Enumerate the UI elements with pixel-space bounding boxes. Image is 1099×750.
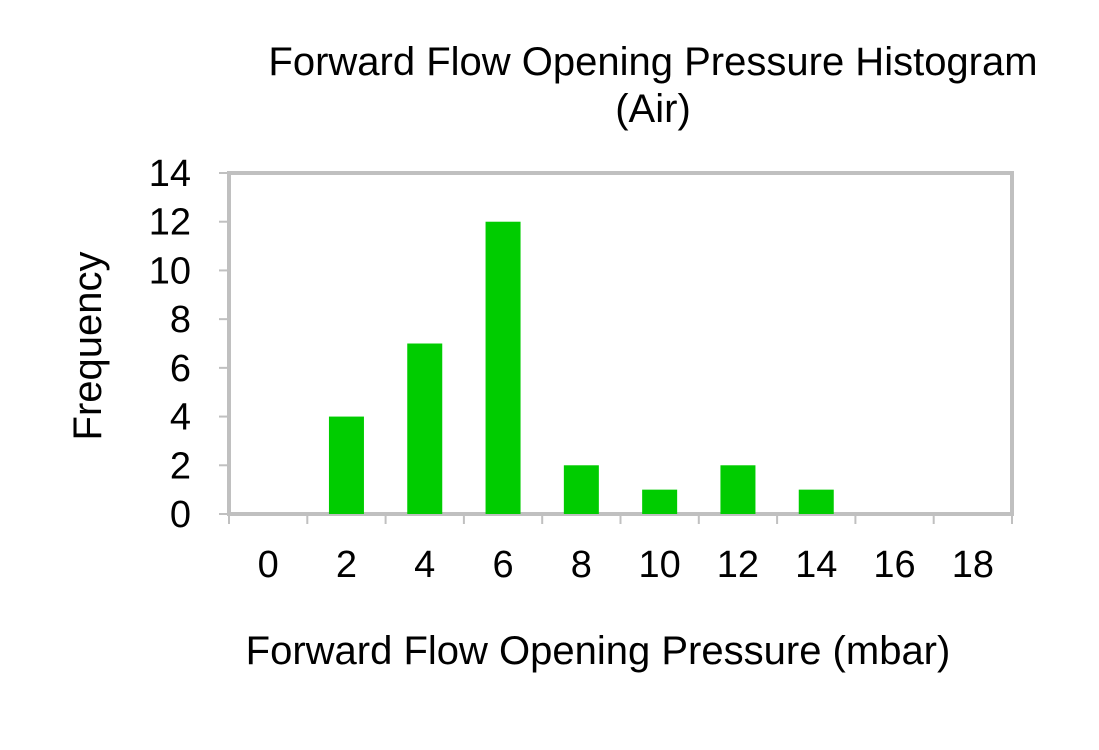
bar-4 [407, 343, 443, 514]
y-tick-label: 6 [170, 348, 191, 390]
y-tick-label: 10 [149, 250, 191, 292]
x-tick-label: 16 [873, 544, 915, 586]
bars [328, 221, 834, 514]
x-tick-label: 12 [717, 544, 759, 586]
x-tick-label: 4 [414, 544, 435, 586]
bar-12 [720, 465, 756, 514]
bar-8 [563, 465, 599, 514]
x-tick-label: 8 [571, 544, 592, 586]
y-tick-label: 8 [170, 299, 191, 341]
x-tick-label: 18 [952, 544, 994, 586]
bar-6 [485, 221, 521, 514]
x-tick-label: 2 [336, 544, 357, 586]
x-tick-label: 14 [795, 544, 837, 586]
chart-subtitle: (Air) [615, 87, 691, 131]
x-tick-label: 6 [492, 544, 513, 586]
x-tick-label: 0 [258, 544, 279, 586]
bar-2 [328, 416, 364, 514]
bar-14 [798, 489, 834, 514]
y-tick-label: 0 [170, 494, 191, 536]
y-tick-label: 14 [149, 153, 191, 195]
y-tick-label: 2 [170, 445, 191, 487]
y-axis-ticks: 0 2 4 6 8 10 12 14 [149, 153, 229, 536]
bar-10 [642, 489, 678, 514]
y-tick-label: 12 [149, 202, 191, 244]
x-axis-ticks: 0 2 4 6 8 10 12 14 16 18 [228, 514, 1013, 586]
y-tick-label: 4 [170, 397, 191, 439]
y-axis-label: Frequency [66, 252, 110, 441]
x-axis-label: Forward Flow Opening Pressure (mbar) [246, 629, 951, 673]
x-tick-label: 10 [639, 544, 681, 586]
chart-title: Forward Flow Opening Pressure Histogram [268, 40, 1037, 84]
